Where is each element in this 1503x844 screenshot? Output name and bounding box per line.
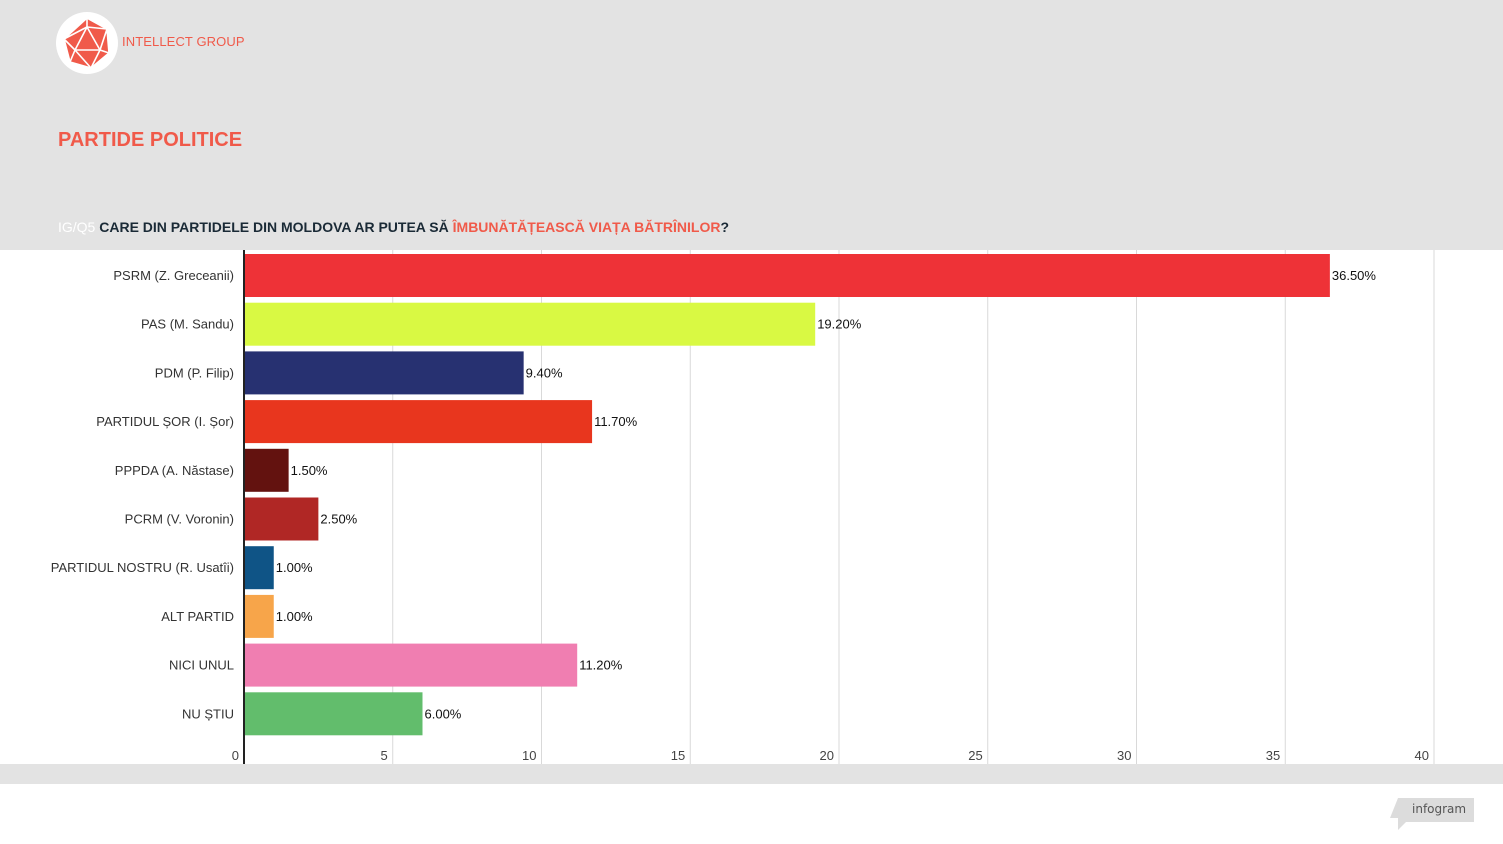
value-label: 1.00% [276,609,313,624]
infogram-badge-icon [1390,798,1474,830]
x-tick-label: 40 [1415,748,1429,763]
value-label: 2.50% [320,512,357,527]
x-tick-label: 25 [968,748,982,763]
category-label: PCRM (V. Voronin) [125,512,234,527]
bar[interactable] [244,546,274,590]
category-label: PAS (M. Sandu) [141,317,234,332]
chart-question: IG/Q5 CARE DIN PARTIDELE DIN MOLDOVA AR … [58,219,729,235]
value-label: 36.50% [1332,268,1377,283]
value-label: 19.20% [817,317,862,332]
category-label: PSRM (Z. Greceanii) [113,268,234,283]
icosahedron-logo-icon [56,12,118,74]
page-title: PARTIDE POLITICE [58,129,243,151]
question-text: CARE DIN PARTIDELE DIN MOLDOVA AR PUTEA … [99,219,453,235]
bar[interactable] [244,594,274,638]
category-label: NU ȘTIU [182,706,234,721]
header-panel: INTELLECT GROUP PARTIDE POLITICE IG/Q5 C… [0,0,1503,250]
bar[interactable] [244,643,578,687]
value-label: 9.40% [526,365,563,380]
question-code: IG/Q5 [58,219,96,235]
x-tick-label: 15 [671,748,685,763]
bar[interactable] [244,400,593,444]
question-end: ? [720,219,730,235]
chart-area: PSRM (Z. Greceanii) 36.50% PAS (M. Sandu) 1… [0,250,1503,764]
bar-chart: PSRM (Z. Greceanii) 36.50% PAS (M. Sandu) 1… [51,250,1435,764]
x-tick-label: 10 [522,748,536,763]
value-label: 11.70% [594,414,638,429]
value-label: 11.20% [579,658,623,673]
category-label: PDM (P. Filip) [155,365,234,380]
bar[interactable] [244,302,816,346]
bar[interactable] [244,497,319,541]
category-label: PARTIDUL ȘOR (I. Șor) [96,414,234,429]
category-label: ALT PARTID [161,609,234,624]
bar[interactable] [244,448,289,492]
brand-name: INTELLECT GROUP [122,34,245,49]
value-label: 6.00% [425,706,462,721]
bar[interactable] [244,692,423,736]
x-tick-label: 30 [1117,748,1131,763]
x-tick-label: 20 [820,748,834,763]
x-tick-label: 5 [381,748,388,763]
question-highlight: ÎMBUNĂTĂȚEASCĂ VIAȚA BĂTRÎNILOR [452,219,721,235]
infogram-link[interactable]: infogram [1412,802,1467,816]
logo [56,12,118,74]
category-label: PARTIDUL NOSTRU (R. Usatîi) [51,560,234,575]
x-tick-label: 0 [232,748,239,763]
bar[interactable] [244,351,524,395]
value-label: 1.50% [291,463,328,478]
x-tick-label: 35 [1266,748,1280,763]
value-label: 1.00% [276,560,313,575]
bar[interactable] [244,254,1330,297]
category-label: PPPDA (A. Năstase) [115,463,234,478]
category-label: NICI UNUL [169,658,234,673]
footer-band [0,764,1503,784]
